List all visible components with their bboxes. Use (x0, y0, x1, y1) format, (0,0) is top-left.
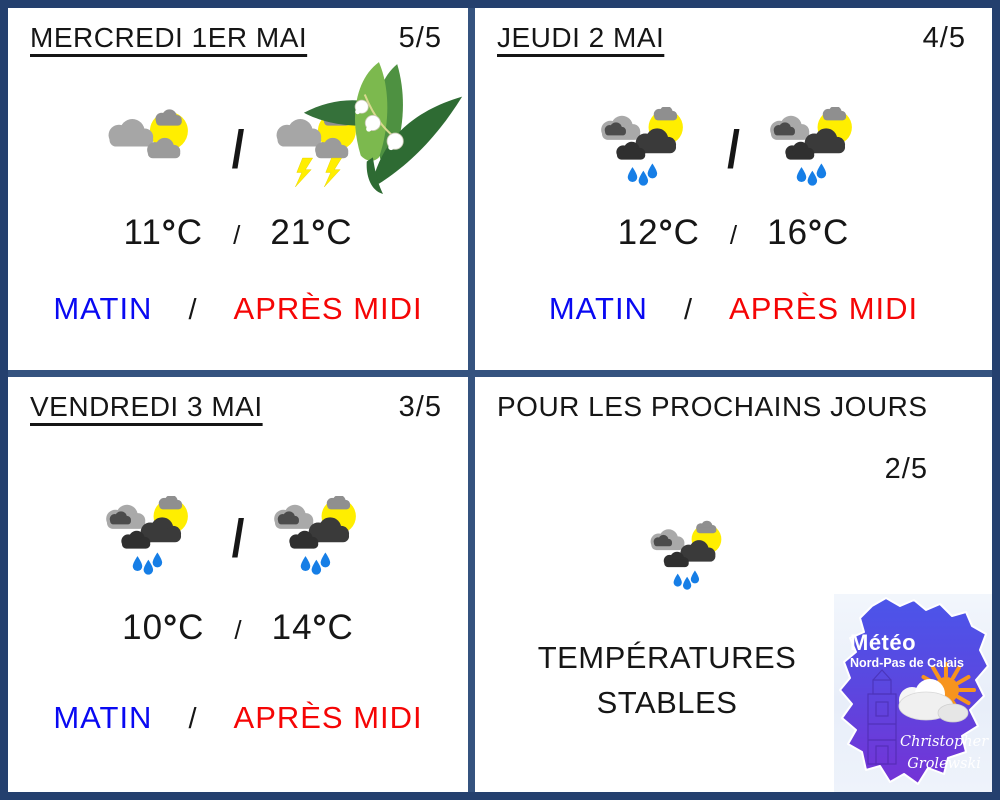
rain-sun-icon (102, 496, 206, 580)
outlook-message-line: STABLES (596, 684, 738, 720)
icon-row: / (30, 490, 446, 586)
logo-signature: Christopher Grolewski (900, 734, 989, 772)
temp-unit: C (823, 213, 850, 252)
morning-temperature: 11°C (123, 213, 204, 252)
morning-label: MATIN (548, 291, 648, 326)
rain-sun-icon (647, 520, 737, 596)
day-title: VENDREDI 3 MAI (30, 391, 263, 422)
temp-separator: / (729, 220, 738, 250)
rating-badge: 4/5 (922, 22, 966, 54)
degree-symbol: ° (161, 213, 177, 252)
degree-symbol: ° (312, 608, 328, 647)
quadrant-header: JEUDI 2 MAI 4/5 (497, 22, 970, 55)
temperature-row: 12°C / 16°C (497, 213, 970, 253)
temperature-row: 11°C / 21°C (30, 213, 446, 253)
logo-region: Nord-Pas de Calais (850, 656, 964, 670)
period-separator: / (188, 294, 198, 326)
icon-row: / (30, 101, 446, 197)
sun-gray-clouds-icon (102, 107, 206, 191)
period-separator: / (683, 294, 694, 326)
meteo-logo: Météo Nord-Pas de Calais Christopher Gro… (834, 594, 992, 792)
degree-symbol: ° (163, 608, 179, 647)
day-title: MERCREDI 1ER MAI (30, 22, 308, 53)
temp-unit: C (327, 608, 354, 647)
logo-map (839, 597, 989, 785)
outlook-message: TEMPÉRATURES STABLES (497, 636, 837, 726)
lily-of-the-valley-illustration (301, 56, 465, 198)
afternoon-label: APRÈS MIDI (729, 291, 919, 326)
quadrant-header: MERCREDI 1ER MAI 5/5 (30, 22, 446, 55)
temp-unit: C (326, 213, 353, 252)
icon-row: / (497, 101, 970, 197)
outlook-rating-badge: 2/5 (884, 453, 928, 485)
degree-symbol: ° (311, 213, 327, 252)
afternoon-label: APRÈS MIDI (233, 700, 423, 735)
period-separator: / (188, 703, 198, 735)
day-title: JEUDI 2 MAI (497, 22, 665, 53)
forecast-grid: MERCREDI 1ER MAI 5/5 / 11°C / 21°C MATIN… (8, 8, 992, 792)
rating-badge: 3/5 (398, 391, 442, 423)
quadrant-vendredi: VENDREDI 3 MAI 3/5 / 10°C / 14°C MATIN /… (8, 377, 468, 792)
rating-badge: 5/5 (398, 22, 442, 54)
belfry-icon (867, 669, 897, 765)
morning-temperature: 10°C (122, 608, 205, 647)
period-separator: / (231, 508, 245, 568)
temp-unit: C (178, 608, 205, 647)
rain-sun-icon (597, 107, 701, 191)
period-separator: / (727, 119, 740, 179)
afternoon-label: APRÈS MIDI (233, 291, 423, 326)
outlook-message-line: TEMPÉRATURES (537, 640, 797, 675)
temp-unit: C (673, 213, 700, 252)
temp-separator: / (233, 220, 241, 250)
afternoon-temperature: 16°C (767, 213, 850, 252)
morning-label: MATIN (53, 700, 153, 735)
period-row: MATIN / APRÈS MIDI (497, 291, 970, 327)
degree-symbol: ° (658, 213, 674, 252)
period-separator: / (231, 119, 245, 179)
temperature-row: 10°C / 14°C (30, 608, 446, 648)
outlook-title: POUR LES PROCHAINS JOURS (497, 391, 928, 422)
logo-brand: Météo (850, 630, 917, 655)
quadrant-header: VENDREDI 3 MAI 3/5 (30, 391, 446, 424)
quadrant-mercredi: MERCREDI 1ER MAI 5/5 / 11°C / 21°C MATIN… (8, 8, 468, 370)
quadrant-outlook: POUR LES PROCHAINS JOURS 2/5 TEMPÉRATURE… (475, 377, 992, 792)
degree-symbol: ° (808, 213, 824, 252)
quadrant-header: POUR LES PROCHAINS JOURS (497, 391, 970, 423)
quadrant-jeudi: JEUDI 2 MAI 4/5 / 12°C / 16°C MATIN / AP… (475, 8, 992, 370)
temp-separator: / (234, 615, 242, 645)
morning-label: MATIN (53, 291, 153, 326)
afternoon-temperature: 21°C (270, 213, 353, 252)
logo-cloud-icon (898, 679, 969, 723)
morning-temperature: 12°C (617, 213, 700, 252)
rain-sun-icon (270, 496, 374, 580)
temp-unit: C (176, 213, 204, 252)
afternoon-temperature: 14°C (271, 608, 354, 647)
rain-sun-icon (766, 107, 870, 191)
period-row: MATIN / APRÈS MIDI (30, 700, 446, 736)
period-row: MATIN / APRÈS MIDI (30, 291, 446, 327)
